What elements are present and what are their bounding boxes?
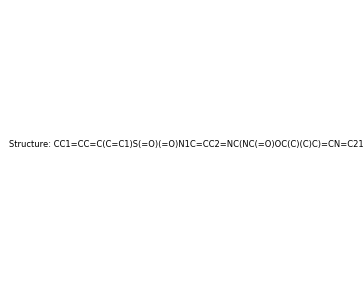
Text: Structure: CC1=CC=C(C=C1)S(=O)(=O)N1C=CC2=NC(NC(=O)OC(C)(C)C)=CN=C21: Structure: CC1=CC=C(C=C1)S(=O)(=O)N1C=CC… — [9, 140, 364, 149]
